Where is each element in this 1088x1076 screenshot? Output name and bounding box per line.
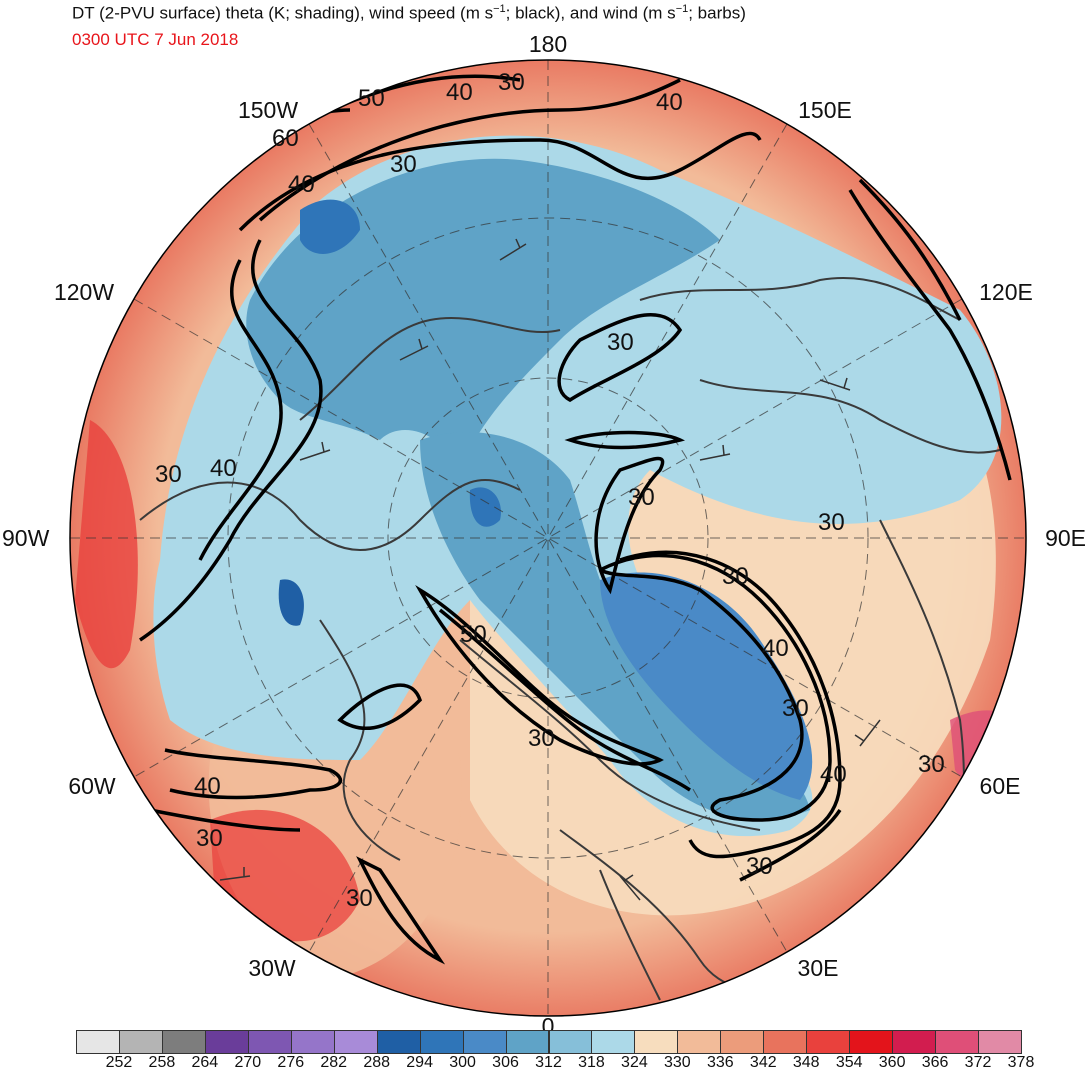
colorbar-swatch: [935, 1030, 980, 1054]
colorbar-swatch: [462, 1030, 507, 1054]
contour-label: 30: [607, 329, 634, 356]
colorbar-swatch: [634, 1030, 679, 1054]
lon-label-90e: 90E: [1045, 525, 1086, 551]
hot-region-atlantic: [210, 809, 360, 942]
colorbar-tick-label: 288: [363, 1054, 391, 1071]
colorbar-tick-label: 306: [492, 1054, 519, 1071]
contour-label: 30: [155, 461, 182, 488]
lon-label-150w: 150W: [238, 97, 298, 123]
colorbar-tick-label: 330: [664, 1054, 691, 1071]
colorbar-tick-label: 252: [105, 1054, 133, 1071]
colorbar-tick-label: 294: [406, 1054, 433, 1071]
colorbar-swatch: [720, 1030, 765, 1054]
colorbar-swatch: [419, 1030, 464, 1054]
colorbar-tick-label: 348: [792, 1054, 820, 1071]
colorbar-swatch: [505, 1030, 550, 1054]
cold-core-hudson: [278, 579, 304, 626]
colorbar-tick-label: 312: [535, 1054, 562, 1071]
contour-label: 40: [288, 171, 315, 198]
colorbar-swatch: [806, 1030, 851, 1054]
wind-speed-contours: [139, 74, 1012, 965]
contour-label: 50: [358, 85, 385, 112]
colorbar-tick-label: 354: [835, 1054, 863, 1071]
colorbar-swatch: [591, 1030, 636, 1054]
colorbar-swatch: [76, 1030, 120, 1054]
lon-label-120w: 120W: [54, 279, 114, 305]
colorbar-tick-label: 300: [449, 1054, 476, 1071]
colorbar-swatch: [333, 1030, 378, 1054]
colorbar-tick-label: 366: [921, 1054, 949, 1071]
contour-label: 30: [818, 509, 845, 536]
graticule: [70, 60, 1026, 1016]
cold-region-arctic: [246, 158, 720, 471]
colorbar-swatch: [161, 1030, 206, 1054]
contour-label: 40: [210, 455, 237, 482]
contour-label: 30: [346, 885, 373, 912]
colorbar-swatch: [849, 1030, 894, 1054]
colorbar-swatch: [677, 1030, 722, 1054]
colorbar-swatch: [290, 1030, 335, 1054]
colorbar-swatch: [204, 1030, 249, 1054]
cold-core-russia: [600, 572, 813, 800]
hot-region-west: [75, 420, 138, 669]
colorbar-swatch: [548, 1030, 593, 1054]
colorbar-swatch: [118, 1030, 163, 1054]
contour-label: 30: [746, 853, 773, 880]
cold-core-pole: [469, 487, 501, 527]
theta-shading: [70, 60, 1026, 1016]
colorbar-tick-label: 264: [191, 1054, 219, 1071]
contour-label: 50: [460, 621, 487, 648]
contour-label: 30: [528, 725, 555, 752]
colorbar-tick-label: 282: [320, 1054, 348, 1071]
valid-time: 0300 UTC 7 Jun 2018: [72, 30, 239, 49]
lon-label-150e: 150E: [798, 97, 852, 123]
wind-barbs: [219, 238, 881, 901]
colorbar-tick-label: 270: [234, 1054, 262, 1071]
colorbar-swatch: [892, 1030, 937, 1054]
lon-label-30e: 30E: [798, 955, 839, 981]
lon-label-120e: 120E: [979, 279, 1033, 305]
contour-labels: 50 40 30 60 40 30 30 30 40 30 30 40 30 4…: [155, 69, 945, 912]
colorbar-swatch: [247, 1030, 292, 1054]
contour-label: 40: [762, 635, 789, 662]
contour-label: 30: [782, 695, 809, 722]
colorbar-tick-label: 318: [578, 1054, 605, 1071]
colorbar-tick-label: 342: [749, 1054, 777, 1071]
colorbar-swatch: [978, 1030, 1022, 1054]
contour-label: 30: [390, 151, 417, 178]
lon-label-90w: 90W: [2, 525, 50, 551]
colorbar-tick-label: 258: [148, 1054, 176, 1071]
lon-label-60w: 60W: [68, 773, 116, 799]
colorbar-tick-label: 276: [277, 1054, 305, 1071]
colorbar-tick-label: 372: [964, 1054, 992, 1071]
lon-label-60e: 60E: [980, 773, 1021, 799]
colorbar-tick-label: 336: [706, 1054, 734, 1071]
figure-title: DT (2-PVU surface) theta (K; shading), w…: [72, 3, 746, 23]
cold-core-alaska: [300, 199, 360, 254]
contour-label: 30: [196, 825, 223, 852]
colorbar-tick-label: 378: [1007, 1054, 1035, 1071]
contour-label: 30: [722, 563, 749, 590]
contour-label: 40: [656, 89, 683, 116]
colorbar-tick-label: 324: [621, 1054, 648, 1071]
contour-label: 60: [272, 125, 299, 152]
colorbar-tick-label: 360: [878, 1054, 906, 1071]
lon-label-180: 180: [529, 31, 567, 57]
map-border: [69, 59, 1027, 1017]
lon-label-30w: 30W: [248, 955, 296, 981]
contour-label: 30: [628, 484, 655, 511]
contour-label: 30: [918, 751, 945, 778]
contour-label: 40: [194, 773, 221, 800]
contour-label: 30: [498, 69, 525, 96]
colorbar-swatch: [763, 1030, 808, 1054]
colorbar-swatch: [376, 1030, 421, 1054]
contour-label: 40: [446, 79, 473, 106]
contour-label: 40: [820, 761, 847, 788]
